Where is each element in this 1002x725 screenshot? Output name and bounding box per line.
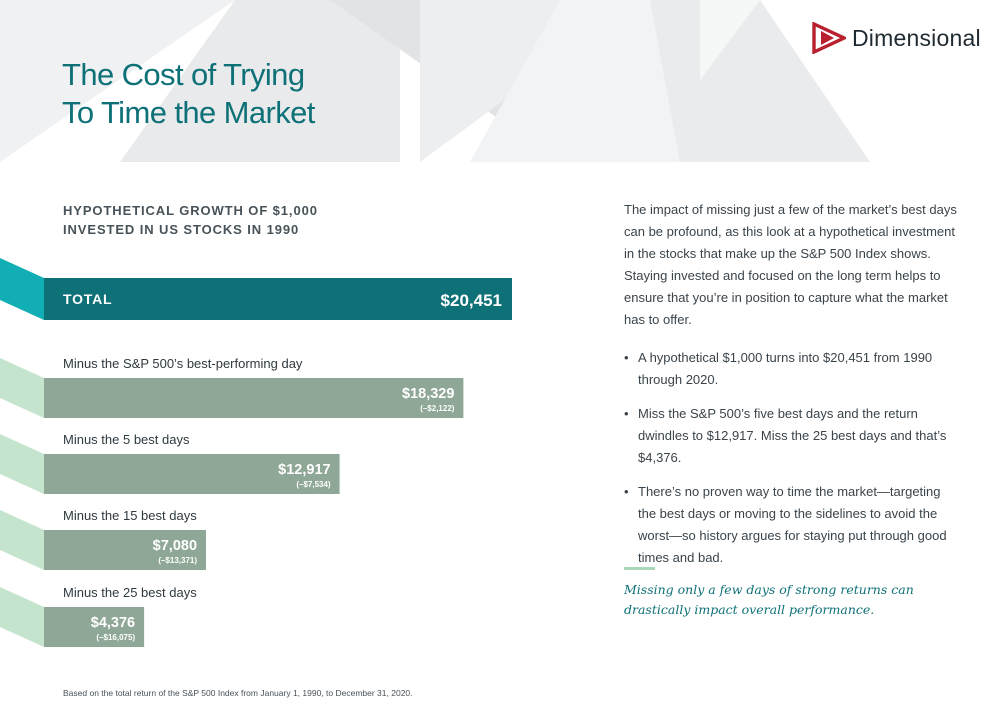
key-point: There’s no proven way to time the market…	[624, 481, 959, 569]
bar-difference-label: (–$16,075)	[96, 633, 135, 642]
bar-value-label: $20,451	[441, 291, 502, 310]
key-points-list: A hypothetical $1,000 turns into $20,451…	[624, 347, 959, 569]
bar	[44, 278, 512, 320]
brand-name: Dimensional	[852, 24, 981, 51]
bar-accent-tab	[0, 358, 44, 418]
bar-difference-label: (–$7,534)	[296, 480, 331, 489]
bar-value-label: $4,376	[91, 615, 135, 631]
bar-category-label: Minus the 5 best days	[63, 432, 190, 447]
bar-value-label: $12,917	[278, 462, 330, 478]
bar	[44, 378, 464, 418]
key-point: Miss the S&P 500’s five best days and th…	[624, 403, 959, 469]
page-title-line: To Time the Market	[62, 95, 315, 130]
bar-accent-tab	[0, 587, 44, 647]
bar	[44, 530, 206, 570]
page-title: The Cost of Trying To Time the Market	[62, 56, 315, 132]
footnote: Based on the total return of the S&P 500…	[63, 688, 413, 698]
growth-bar-chart: TOTAL $20,451 Minus the S&P 500’s best-per…	[0, 258, 512, 647]
dimensional-logo-icon	[812, 22, 846, 54]
intro-paragraph: The impact of missing just a few of the …	[624, 202, 957, 327]
bar-accent-tab	[0, 258, 44, 320]
bar-value-label: $18,329	[402, 386, 454, 402]
bar-accent-tab	[0, 510, 44, 570]
bar-category-label: Minus the 25 best days	[63, 585, 197, 600]
bar	[44, 454, 340, 494]
callout-divider	[624, 567, 655, 570]
header-background	[0, 0, 1002, 162]
bar-category-label: TOTAL	[63, 291, 112, 307]
bar-difference-label: (–$2,122)	[420, 404, 455, 413]
chart-subtitle-line: INVESTED IN US STOCKS IN 1990	[63, 222, 300, 237]
callout-quote: Missing only a few days of strong return…	[624, 582, 914, 617]
chart-subtitle: HYPOTHETICAL GROWTH OF $1,000 INVESTED I…	[63, 201, 318, 239]
bar-category-label: Minus the S&P 500’s best-performing day	[63, 356, 303, 371]
page-title-line: The Cost of Trying	[62, 57, 305, 92]
bar-difference-label: (–$13,371)	[158, 556, 197, 565]
bar-accent-tab	[0, 434, 44, 494]
commentary: The impact of missing just a few of the …	[624, 199, 959, 581]
bar-category-label: Minus the 15 best days	[63, 508, 197, 523]
bar	[44, 607, 145, 647]
chart-subtitle-line: HYPOTHETICAL GROWTH OF $1,000	[63, 203, 318, 218]
bar-value-label: $7,080	[153, 538, 197, 554]
key-point: A hypothetical $1,000 turns into $20,451…	[624, 347, 959, 391]
brand-logo: Dimensional	[812, 20, 981, 56]
